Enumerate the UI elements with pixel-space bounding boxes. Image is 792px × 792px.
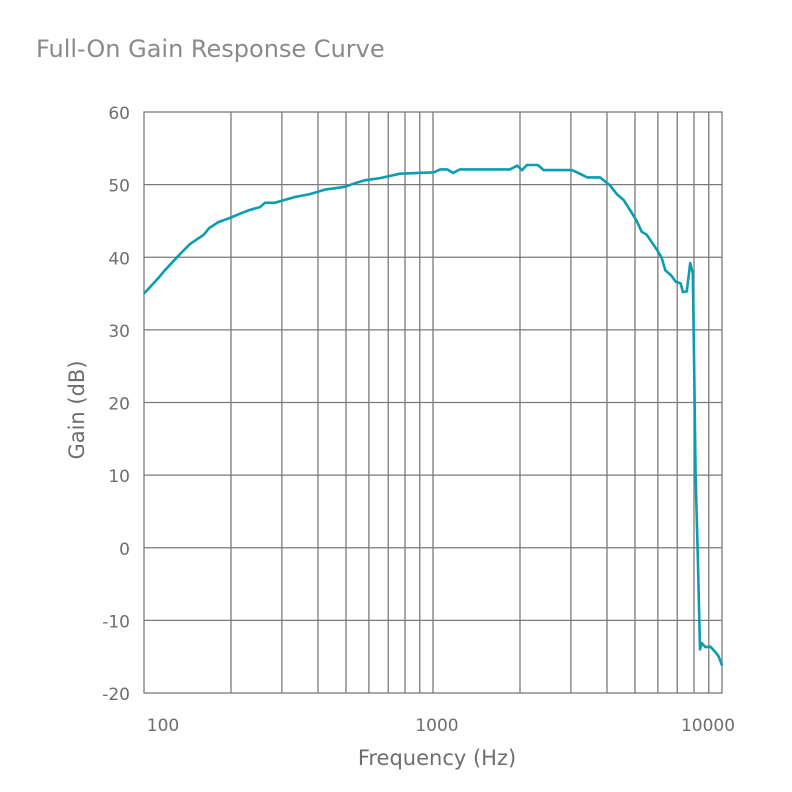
y-tick-label: 10 [108, 467, 130, 487]
gridlines [144, 112, 722, 693]
gain-curve [143, 163, 724, 666]
y-tick-label: 50 [108, 177, 130, 197]
x-tick-labels: 100 1000 10000 [147, 716, 735, 736]
y-tick-label: 40 [108, 249, 130, 269]
y-axis-title: Gain (dB) [65, 360, 89, 459]
y-tick-label: -10 [102, 612, 130, 632]
x-axis-title: Frequency (Hz) [358, 746, 516, 770]
x-tick-label: 100 [147, 716, 179, 736]
y-tick-label: -20 [102, 685, 130, 705]
y-tick-label: 60 [108, 104, 130, 124]
y-tick-label: 0 [119, 540, 130, 560]
chart-title: Full-On Gain Response Curve [36, 35, 385, 63]
y-tick-labels: 60 50 40 30 20 10 0 -10 -20 [102, 104, 130, 705]
x-tick-label: 1000 [415, 716, 458, 736]
x-tick-label: 10000 [681, 716, 735, 736]
y-tick-label: 30 [108, 322, 130, 342]
plot-frame [143, 111, 723, 694]
y-tick-label: 20 [108, 395, 130, 415]
